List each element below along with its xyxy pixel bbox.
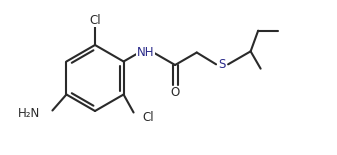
Text: Cl: Cl	[89, 13, 101, 27]
Text: Cl: Cl	[143, 111, 154, 124]
Text: NH: NH	[137, 46, 154, 59]
Text: H₂N: H₂N	[18, 107, 40, 120]
Text: S: S	[218, 58, 226, 71]
Text: O: O	[171, 86, 180, 100]
